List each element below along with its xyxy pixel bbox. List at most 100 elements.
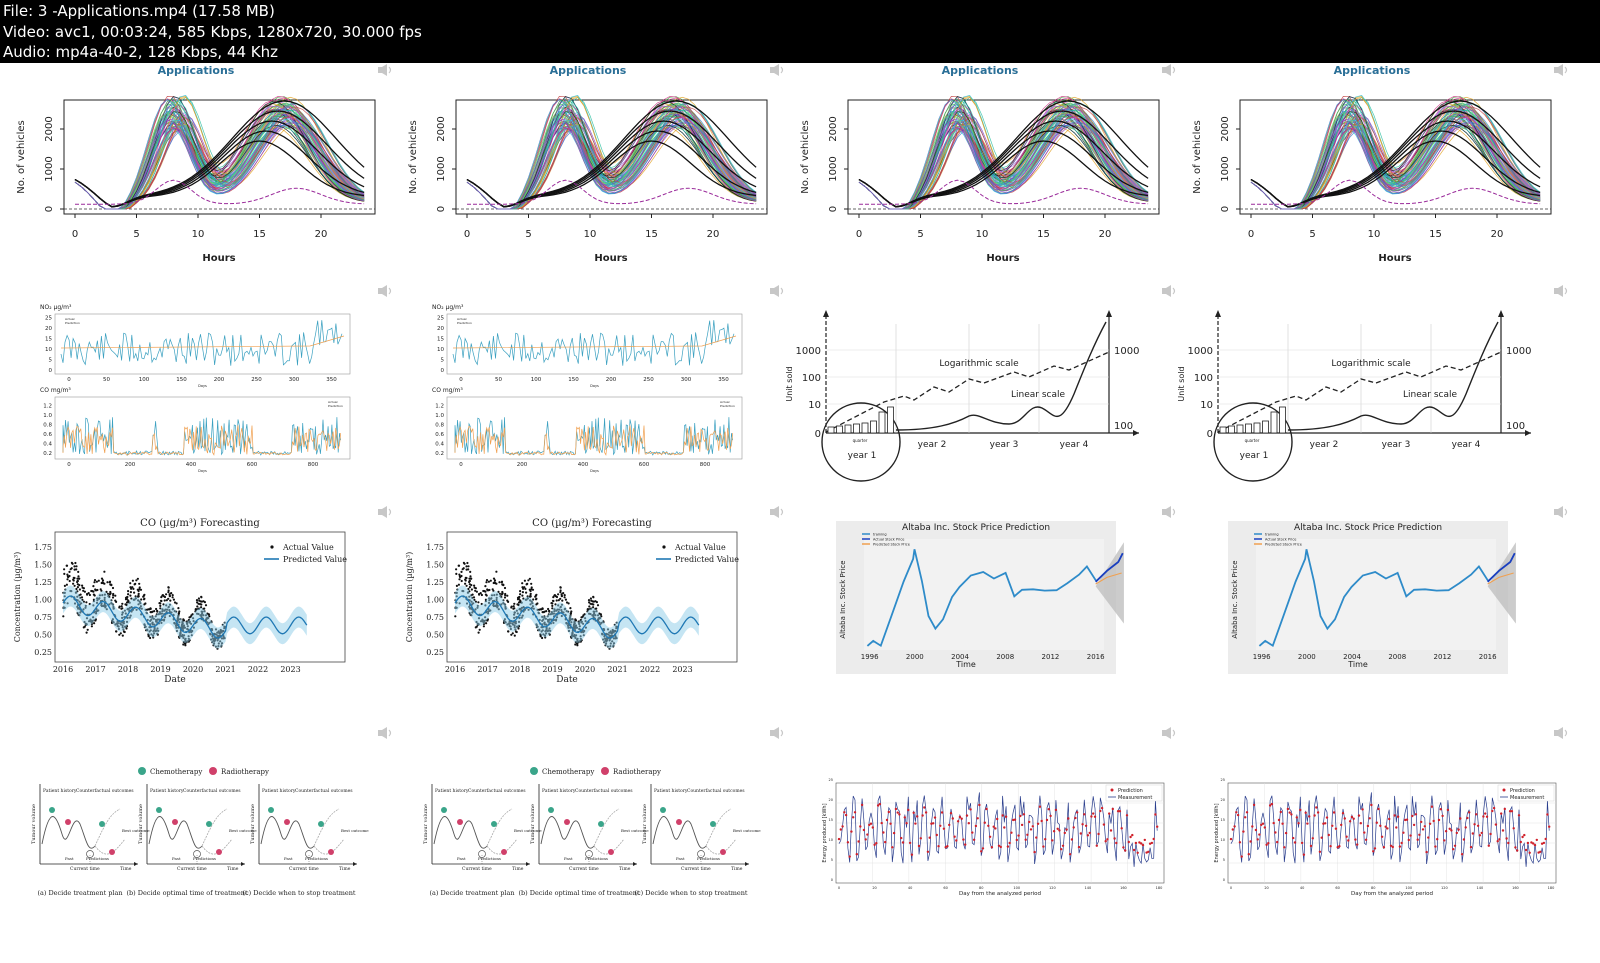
y-tick-label: 0	[1207, 429, 1213, 440]
x-tick-label: 2016	[1087, 653, 1105, 661]
prediction-point	[908, 841, 912, 845]
prediction-line	[62, 425, 342, 456]
actual-point	[195, 599, 199, 602]
speaker-icon	[378, 506, 392, 518]
x-axis-label: Days	[198, 384, 207, 388]
prediction-point	[1067, 817, 1070, 820]
series-line	[467, 179, 757, 205]
y-tick-label: 15	[45, 337, 52, 343]
prediction-point	[1131, 833, 1134, 837]
prediction-point	[1393, 814, 1396, 817]
actual-point	[120, 605, 123, 608]
actual-point	[168, 594, 171, 597]
actual-point	[130, 587, 133, 590]
actual-point	[542, 611, 545, 614]
prediction-point	[1279, 810, 1282, 814]
prediction-point	[1478, 834, 1482, 837]
prediction-point	[859, 825, 862, 828]
prediction-point	[981, 847, 985, 850]
prediction-point	[1300, 841, 1304, 845]
actual-point	[137, 589, 140, 593]
actual-point	[118, 605, 121, 608]
prediction-point	[1343, 817, 1346, 820]
actual-point	[76, 586, 79, 589]
linear-scale-label: Linear scale	[1011, 390, 1065, 400]
slide-title: Applications	[1334, 64, 1411, 77]
prediction-point	[962, 838, 965, 841]
legend-entry: Predicted Stock Price	[1265, 543, 1302, 547]
actual-point	[62, 615, 65, 618]
prediction-point	[1516, 849, 1519, 852]
y-tick-label: 15	[829, 818, 833, 822]
actual-point	[81, 584, 84, 587]
actual-point	[160, 599, 163, 603]
prediction-point	[987, 824, 990, 827]
prediction-point	[1258, 833, 1261, 836]
actual-point	[528, 577, 531, 580]
actual-point	[194, 608, 198, 611]
prediction-point	[1026, 833, 1029, 836]
series-line	[1250, 98, 1541, 210]
x-tick-label: 20	[1264, 886, 1268, 890]
prediction-point	[1134, 841, 1138, 845]
actual-point	[554, 595, 557, 598]
speaker-icon	[1162, 64, 1176, 76]
actual-point	[485, 622, 488, 625]
prediction-point	[1487, 844, 1490, 847]
prediction-point	[1501, 829, 1505, 832]
legend-actual: Actual	[65, 317, 75, 321]
prediction-point	[1375, 821, 1378, 824]
x-tick-label: 250	[251, 377, 262, 383]
prediction-point	[1347, 839, 1350, 842]
actual-point	[495, 582, 498, 585]
x-tick-label: 0	[67, 462, 71, 468]
actual-point	[120, 607, 123, 610]
panel-label: CO mg/m³	[40, 387, 71, 394]
y-tick-label-right: 100	[1506, 421, 1525, 432]
prediction-point	[1295, 816, 1298, 819]
prediction-point	[1315, 806, 1318, 809]
x-tick-label: 0	[856, 229, 862, 240]
actual-point	[470, 584, 473, 587]
actual-point	[75, 568, 78, 571]
x-tick-label: 2023	[672, 665, 692, 674]
actual-point	[522, 587, 525, 590]
prediction-point	[878, 802, 882, 806]
actual-point	[583, 613, 586, 616]
training-line	[866, 549, 1097, 648]
prediction-point	[853, 811, 857, 814]
thumbnail-traffic-3: Applications 0 1000 2000 0 5 10 15 20 Hours No. of…	[1176, 63, 1576, 288]
x-tick-label: 5	[525, 229, 531, 240]
prediction-point	[1045, 818, 1049, 822]
x-tick-label: 2018	[118, 665, 138, 674]
magnifier-circle	[1213, 402, 1293, 482]
actual-point	[559, 589, 562, 592]
past-label: Past	[564, 856, 573, 861]
prediction-point	[1457, 828, 1460, 831]
prediction-point	[1382, 846, 1386, 849]
prediction-point	[891, 846, 894, 849]
prediction-point	[1276, 840, 1279, 844]
y-tick-label: 0.6	[43, 432, 52, 438]
prediction-point	[1100, 806, 1104, 810]
x-tick-label: 15	[1429, 229, 1442, 240]
y-axis-label: Concentration (µg/m³)	[405, 552, 414, 643]
thumbnail-pollution-1: NO₂ µg/m³ 0 5 10 15 20 25 0 50 100 150 200 250 300 350…	[392, 284, 792, 509]
x-tick-label: 2016	[53, 665, 73, 674]
file-info-header: File: 3 -Applications.mp4 (17.58 MB) Vid…	[0, 0, 1600, 63]
thumbnail-traffic-0: Applications 0 1000 2000 0 5 10 15 20 Hours No. of…	[0, 63, 400, 288]
time-label: Time	[619, 866, 631, 872]
x-tick-label: 0	[464, 229, 470, 240]
actual-point	[75, 565, 78, 568]
panel-caption: (c) Decide when to stop treatment	[242, 889, 355, 897]
prediction-point	[997, 844, 1001, 847]
plot-frame	[835, 782, 1165, 884]
series-line	[466, 107, 757, 210]
actual-point	[551, 602, 554, 605]
y-tick-label: 1.50	[34, 561, 52, 570]
y-axis-label: Unit sold	[1177, 366, 1186, 401]
prediction-point	[1510, 810, 1514, 813]
plot-frame	[1227, 782, 1557, 884]
actual-point	[86, 628, 89, 631]
x-axis-label: Day from the analyzed period	[959, 891, 1041, 897]
